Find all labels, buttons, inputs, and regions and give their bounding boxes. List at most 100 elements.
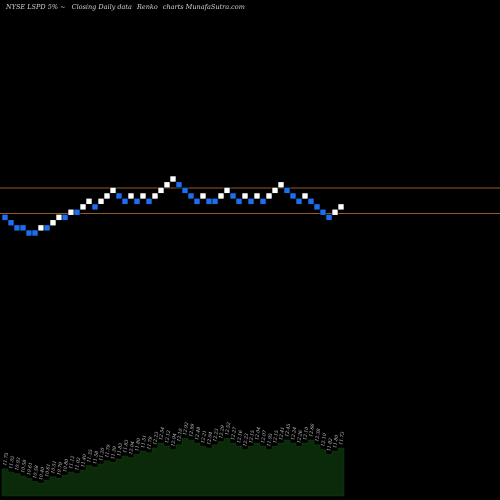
volume-label: 11.83 bbox=[116, 442, 124, 456]
renko-brick-up bbox=[241, 192, 249, 200]
volume-label: 12.41 bbox=[278, 426, 286, 440]
volume-label: 10.61 bbox=[26, 462, 34, 476]
renko-brick-up bbox=[163, 181, 171, 189]
renko-brick-up bbox=[97, 198, 105, 205]
volume-label: 11.80 bbox=[332, 434, 340, 448]
volume-label: 12.52 bbox=[224, 422, 232, 436]
volume-area-path bbox=[1, 438, 345, 497]
renko-brick-up bbox=[217, 192, 225, 200]
volume-label: 12.10 bbox=[320, 433, 328, 447]
renko-brick-up bbox=[157, 187, 165, 194]
volume-label: 12.38 bbox=[314, 428, 322, 442]
volume-label: 12.66 bbox=[308, 423, 316, 437]
volume-label: 10.79 bbox=[56, 462, 64, 476]
volume-label: 12.04 bbox=[170, 433, 178, 447]
volume-label: 11.51 bbox=[140, 434, 148, 448]
renko-brick-down bbox=[133, 198, 141, 205]
volume-label: 12.10 bbox=[176, 428, 184, 442]
renko-brick-down bbox=[7, 219, 15, 227]
volume-label: 11.02 bbox=[74, 457, 82, 471]
volume-label: 12.21 bbox=[200, 430, 208, 444]
volume-label: 11.95 bbox=[266, 433, 274, 447]
renko-brick-up bbox=[85, 198, 93, 205]
renko-brick-up bbox=[55, 214, 63, 221]
renko-brick-down bbox=[205, 198, 213, 205]
renko-brick-down bbox=[229, 192, 237, 200]
volume-label: 12.92 bbox=[182, 422, 190, 436]
renko-brick-up bbox=[139, 192, 147, 200]
renko-brick-down bbox=[19, 224, 27, 232]
volume-label: 12.99 bbox=[188, 423, 196, 437]
volume-label: 11.79 bbox=[146, 436, 154, 450]
header-arrow: ~ bbox=[60, 3, 65, 11]
volume-label: 12.26 bbox=[296, 430, 304, 444]
volume-label: 10.51 bbox=[50, 460, 58, 474]
renko-brick-down bbox=[175, 181, 183, 189]
renko-brick-down bbox=[247, 198, 255, 205]
volume-label: 11.75 bbox=[2, 452, 10, 466]
volume-label: 12.23 bbox=[152, 431, 160, 445]
volume-label: 10.40 bbox=[38, 466, 46, 480]
renko-brick-up bbox=[169, 175, 177, 183]
renko-brick-up bbox=[127, 192, 135, 200]
volume-label: 10.93 bbox=[14, 457, 22, 471]
renko-brick-up bbox=[79, 203, 87, 211]
renko-brick-down bbox=[13, 224, 21, 232]
renko-brick-down bbox=[325, 214, 333, 221]
volume-label: 10.61 bbox=[44, 463, 52, 477]
volume-label: 11.39 bbox=[110, 446, 118, 460]
chart-header: NYSE LSPD 5% ~ Closing Daily data Renko … bbox=[5, 3, 245, 11]
renko-brick-down bbox=[307, 198, 315, 205]
volume-label: 12.15 bbox=[272, 430, 280, 444]
renko-brick-down bbox=[181, 187, 189, 194]
renko-brick-down bbox=[1, 214, 9, 221]
renko-brick-down bbox=[25, 229, 33, 237]
volume-label: 12.04 bbox=[128, 441, 136, 455]
volume-label: 12.12 bbox=[164, 430, 172, 444]
volume-label: 10.58 bbox=[32, 465, 40, 479]
renko-brick-down bbox=[313, 203, 321, 211]
renko-brick-down bbox=[121, 198, 129, 205]
volume-label: 12.23 bbox=[212, 428, 220, 442]
volume-label: 11.58 bbox=[92, 450, 100, 464]
renko-brick-up bbox=[277, 181, 285, 189]
renko-brick-up bbox=[49, 219, 57, 227]
volume-label: 12.04 bbox=[206, 431, 214, 445]
volume-label: 11.82 bbox=[326, 438, 334, 452]
volume-label: 12.27 bbox=[230, 426, 238, 440]
renko-brick-down bbox=[187, 192, 195, 200]
volume-label: 10.58 bbox=[20, 459, 28, 473]
header-pct: 5% bbox=[48, 3, 58, 11]
volume-label: 11.79 bbox=[104, 444, 112, 458]
renko-brick-down bbox=[283, 187, 291, 194]
renko-brick-up bbox=[223, 187, 231, 194]
volume-label: 12.54 bbox=[158, 426, 166, 440]
renko-brick-down bbox=[193, 198, 201, 205]
renko-brick-down bbox=[289, 192, 297, 200]
volume-label: 11.12 bbox=[68, 455, 76, 469]
volume-label: 12.07 bbox=[260, 430, 268, 444]
renko-brick-down bbox=[73, 208, 81, 216]
renko-brick-down bbox=[319, 208, 327, 216]
renko-brick-up bbox=[337, 203, 345, 211]
volume-area bbox=[1, 438, 345, 497]
volume-label: 12.15 bbox=[248, 430, 256, 444]
volume-label: 11.20 bbox=[98, 447, 106, 461]
renko-brick-up bbox=[199, 192, 207, 200]
volume-label: 12.45 bbox=[284, 423, 292, 437]
volume-label: 11.73 bbox=[338, 431, 346, 445]
renko-brick-down bbox=[31, 229, 39, 237]
renko-brick-up bbox=[271, 187, 279, 194]
renko-brick-up bbox=[103, 192, 111, 200]
renko-brick-down bbox=[211, 198, 219, 205]
volume-label: 11.35 bbox=[86, 449, 94, 463]
renko-brick-down bbox=[145, 198, 153, 205]
renko-brick-up bbox=[331, 208, 339, 216]
volume-label: 12.04 bbox=[254, 426, 262, 440]
header-description: Closing Daily data bbox=[72, 3, 132, 11]
header-chart-kind: Renko bbox=[136, 3, 158, 11]
renko-brick-up bbox=[253, 192, 261, 200]
renko-brick-up bbox=[301, 192, 309, 200]
